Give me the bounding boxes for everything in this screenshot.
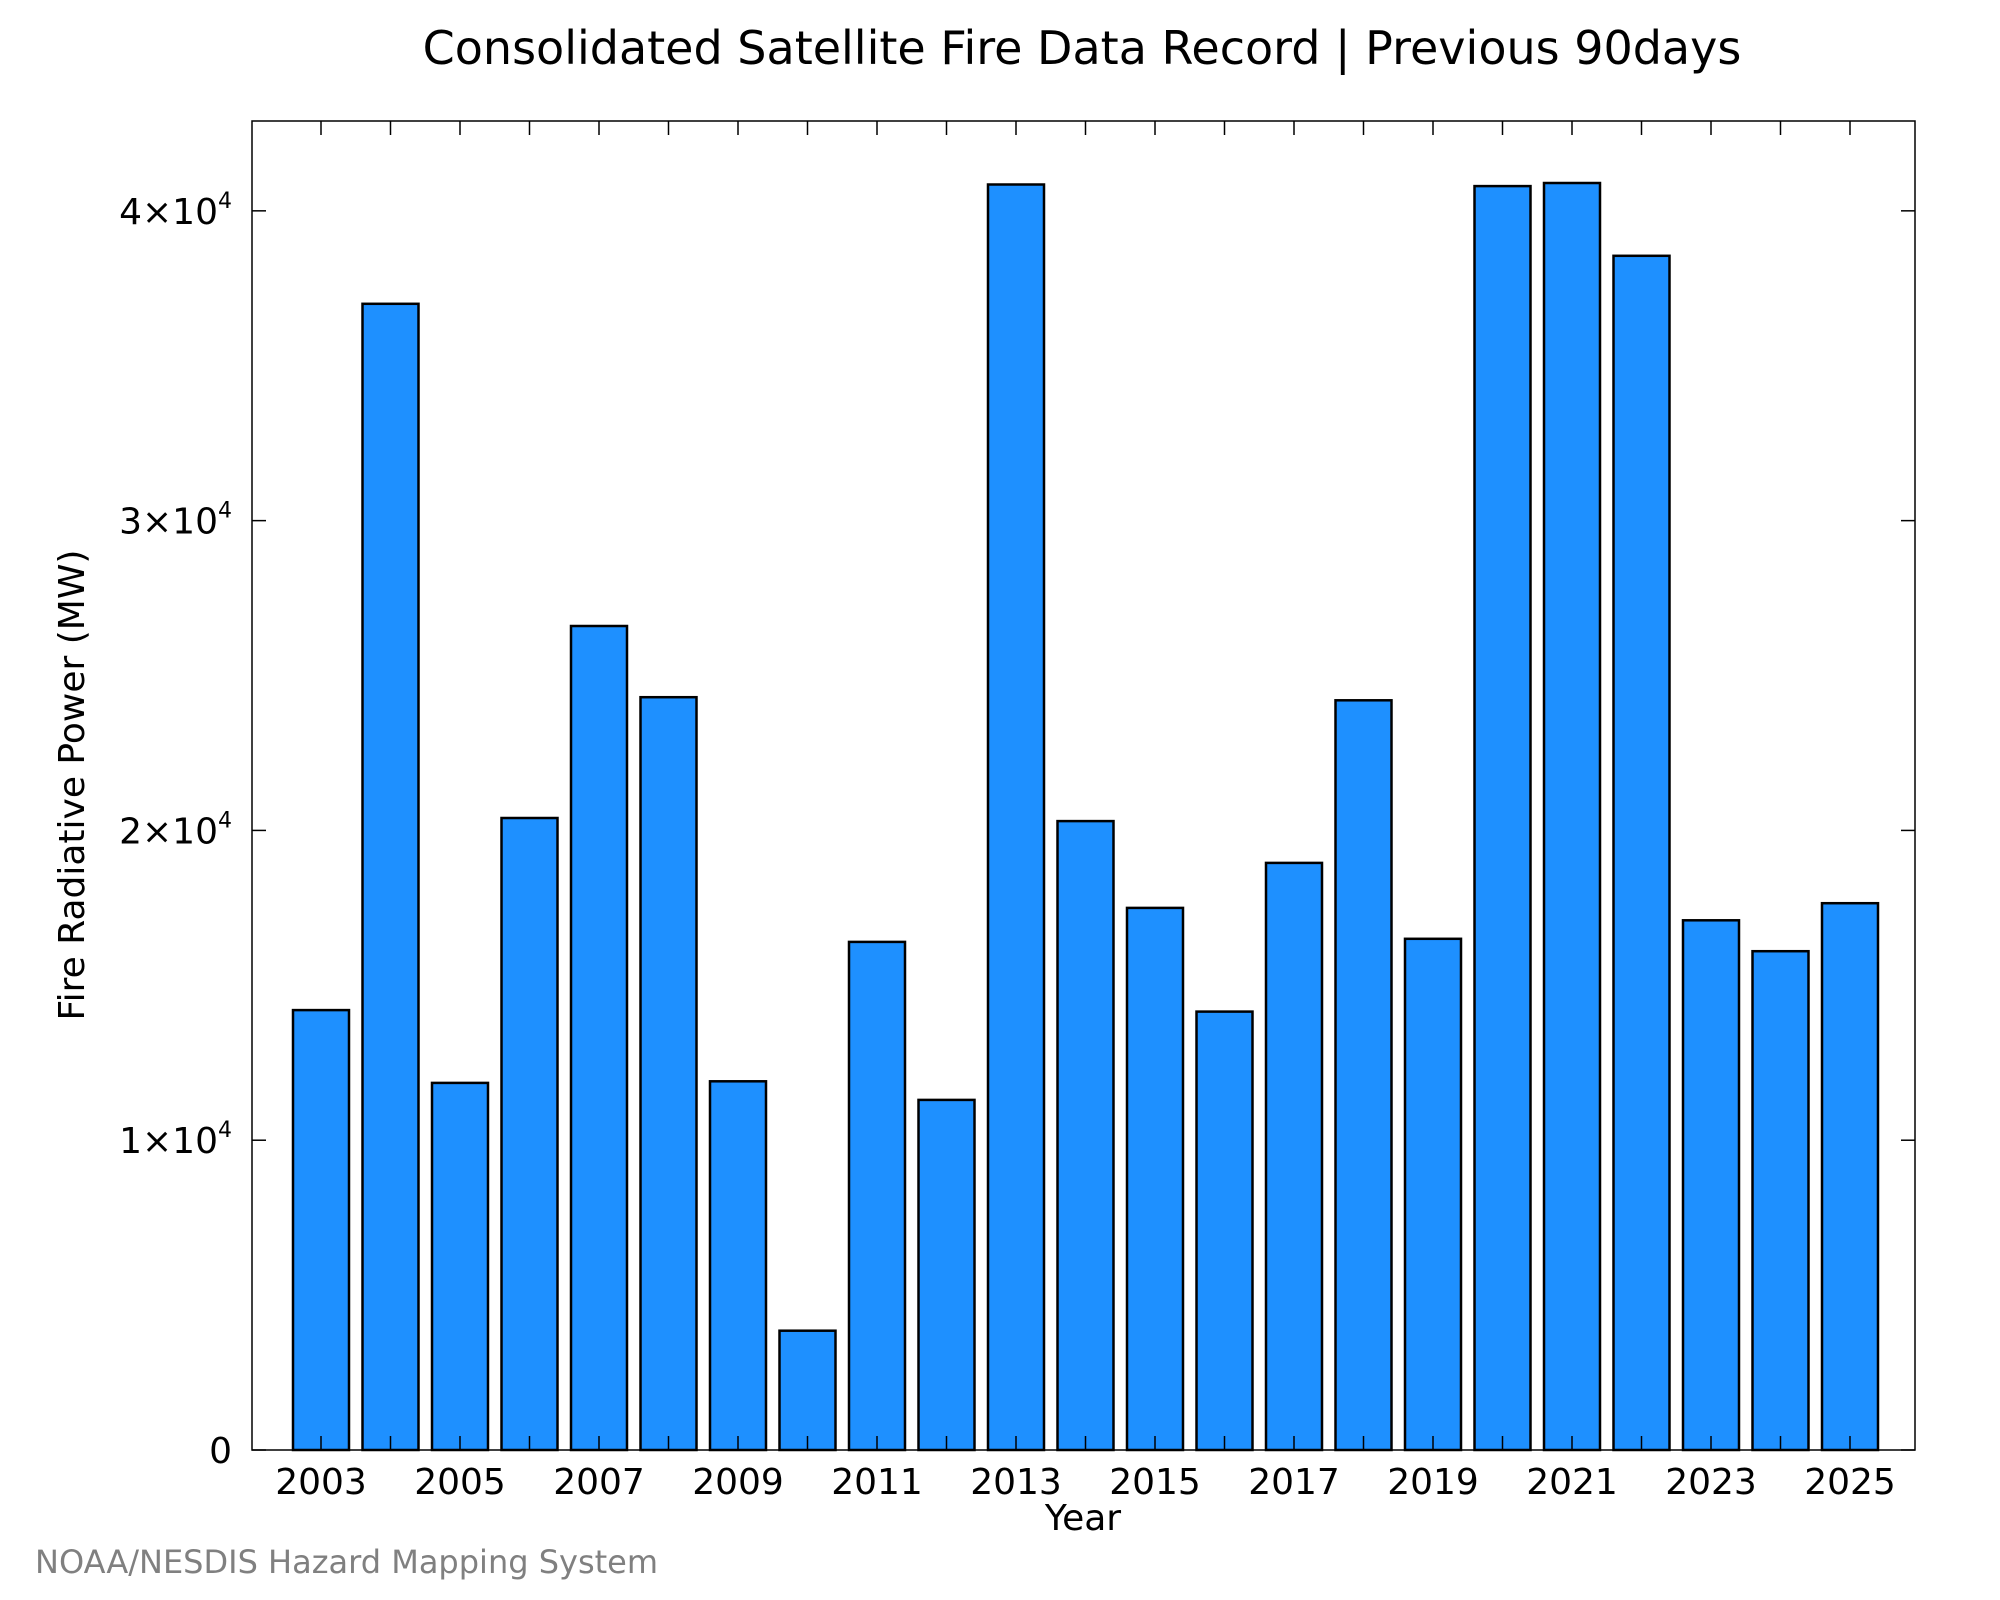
- bar-2019: [1403, 937, 1463, 1452]
- credit-text: NOAA/NESDIS Hazard Mapping System: [35, 1543, 658, 1581]
- bar-2003: [291, 1008, 351, 1452]
- y-tick-exponent: 4: [218, 189, 232, 214]
- x-tick-label-2021: 2021: [1526, 1462, 1618, 1503]
- y-tick-label-10000: 1×104: [119, 1118, 232, 1162]
- bar-2004: [361, 302, 420, 1452]
- y-tick-mantissa: 2×10: [119, 811, 218, 852]
- bar-2015: [1125, 906, 1185, 1452]
- bar-2011: [847, 940, 907, 1452]
- bar-2021: [1542, 181, 1602, 1452]
- x-tick-label-2003: 2003: [275, 1462, 367, 1503]
- x-tick-label-2017: 2017: [1248, 1462, 1340, 1503]
- x-tick-label-2019: 2019: [1387, 1462, 1479, 1503]
- bar-2012: [917, 1098, 976, 1452]
- y-tick-label-40000: 4×104: [119, 189, 232, 233]
- y-tick-label-20000: 2×104: [119, 808, 232, 852]
- x-tick-label-2015: 2015: [1109, 1462, 1201, 1503]
- bar-2010: [778, 1329, 837, 1452]
- bar-2022: [1612, 254, 1671, 1452]
- bar-2024: [1751, 949, 1810, 1452]
- bars-group: [291, 181, 1880, 1452]
- bar-2018: [1334, 699, 1393, 1452]
- y-tick-label-0: 0: [209, 1431, 232, 1472]
- bar-2013: [986, 183, 1046, 1452]
- x-tick-label-2009: 2009: [692, 1462, 784, 1503]
- bar-2008: [639, 695, 698, 1452]
- y-tick-mantissa: 1×10: [119, 1121, 218, 1162]
- chart-title: Consolidated Satellite Fire Data Record …: [423, 21, 1742, 76]
- y-tick-mantissa: 0: [209, 1431, 232, 1472]
- x-axis-ticks: 2003 2005 2007 2009 2011 2013 2015 2017 2019 2021…: [275, 121, 1896, 1503]
- bar-2020: [1473, 184, 1532, 1452]
- bar-2016: [1195, 1010, 1254, 1452]
- y-tick-label-30000: 3×104: [119, 499, 232, 543]
- x-tick-label-2011: 2011: [831, 1462, 923, 1503]
- bar-2025: [1820, 901, 1880, 1452]
- bar-2014: [1056, 819, 1115, 1452]
- y-axis-label: Fire Radiative Power (MW): [52, 550, 93, 1021]
- y-tick-exponent: 4: [218, 1118, 232, 1143]
- y-tick-exponent: 4: [218, 808, 232, 833]
- x-tick-label-2025: 2025: [1804, 1462, 1896, 1503]
- y-tick-mantissa: 4×10: [119, 192, 218, 233]
- x-tick-label-2023: 2023: [1665, 1462, 1757, 1503]
- bar-2017: [1264, 861, 1324, 1452]
- x-tick-label-2013: 2013: [970, 1462, 1062, 1503]
- bar-2009: [708, 1080, 768, 1452]
- x-axis-label: Year: [1044, 1498, 1121, 1539]
- y-tick-exponent: 4: [218, 499, 232, 524]
- bar-2005: [430, 1081, 490, 1452]
- bar-2007: [569, 624, 629, 1452]
- y-tick-mantissa: 3×10: [119, 502, 218, 543]
- bar-2006: [500, 816, 559, 1452]
- x-tick-label-2005: 2005: [414, 1462, 506, 1503]
- bar-2023: [1681, 919, 1741, 1452]
- x-tick-label-2007: 2007: [553, 1462, 645, 1503]
